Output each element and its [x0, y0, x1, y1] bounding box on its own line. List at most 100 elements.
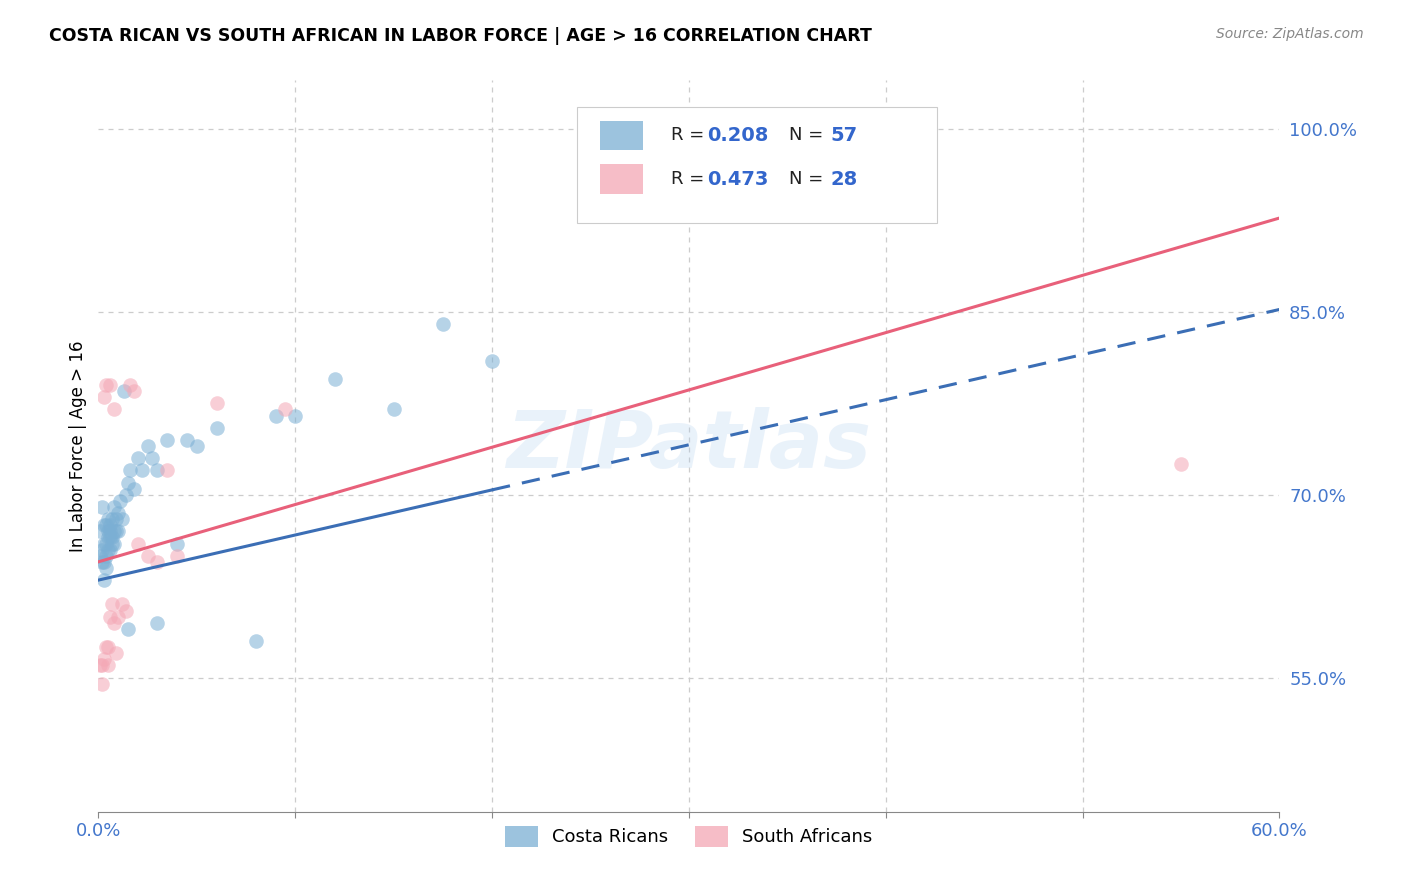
Point	[96, 378, 118, 392]
Point	[131, 463, 153, 477]
Point	[91, 555, 114, 569]
Point	[146, 615, 169, 630]
Point	[97, 530, 120, 544]
Point	[93, 573, 115, 587]
Point	[118, 378, 141, 392]
Point	[117, 622, 139, 636]
Point	[103, 524, 125, 539]
Text: COSTA RICAN VS SOUTH AFRICAN IN LABOR FORCE | AGE > 16 CORRELATION CHART: COSTA RICAN VS SOUTH AFRICAN IN LABOR FO…	[49, 27, 872, 45]
FancyBboxPatch shape	[600, 120, 643, 150]
Point	[117, 475, 139, 490]
Text: ZIPatlas: ZIPatlas	[506, 407, 872, 485]
Point	[91, 676, 114, 690]
Point	[101, 530, 124, 544]
Point	[127, 536, 149, 550]
Point	[96, 536, 118, 550]
Point	[481, 353, 503, 368]
Point	[96, 518, 118, 533]
Point	[122, 482, 145, 496]
Point	[103, 536, 125, 550]
Point	[98, 609, 121, 624]
Point	[118, 463, 141, 477]
Text: R =: R =	[671, 126, 710, 145]
Point	[136, 549, 159, 563]
Text: R =: R =	[671, 170, 710, 188]
Point	[122, 384, 145, 399]
Point	[98, 518, 121, 533]
Point	[111, 512, 134, 526]
Point	[96, 549, 118, 563]
Text: Source: ZipAtlas.com: Source: ZipAtlas.com	[1216, 27, 1364, 41]
Text: N =: N =	[789, 170, 830, 188]
Point	[89, 658, 111, 673]
Point	[91, 500, 114, 514]
Point	[205, 396, 228, 410]
Point	[91, 658, 114, 673]
Point	[89, 524, 111, 539]
Point	[97, 640, 120, 655]
Point	[93, 652, 115, 666]
Point	[1170, 458, 1192, 472]
Point	[98, 524, 121, 539]
Point	[432, 317, 454, 331]
Point	[105, 512, 128, 526]
Point	[166, 536, 188, 550]
Text: 0.208: 0.208	[707, 126, 768, 145]
Point	[96, 561, 118, 575]
Point	[127, 451, 149, 466]
Point	[101, 512, 124, 526]
Point	[176, 433, 198, 447]
Point	[91, 542, 114, 557]
Text: 0.473: 0.473	[707, 169, 768, 188]
Point	[98, 530, 121, 544]
Point	[146, 463, 169, 477]
Point	[97, 512, 120, 526]
Point	[156, 463, 179, 477]
Point	[115, 604, 138, 618]
Point	[156, 433, 179, 447]
Text: 28: 28	[831, 169, 858, 188]
Point	[103, 500, 125, 514]
Point	[112, 384, 135, 399]
Point	[284, 409, 307, 423]
Point	[108, 494, 131, 508]
Point	[89, 549, 111, 563]
Legend: Costa Ricans, South Africans: Costa Ricans, South Africans	[498, 819, 880, 854]
Point	[245, 634, 267, 648]
FancyBboxPatch shape	[576, 107, 936, 223]
Point	[98, 542, 121, 557]
Point	[205, 421, 228, 435]
Point	[103, 402, 125, 417]
Point	[146, 555, 169, 569]
Point	[105, 524, 128, 539]
Point	[115, 488, 138, 502]
Point	[101, 536, 124, 550]
Y-axis label: In Labor Force | Age > 16: In Labor Force | Age > 16	[69, 340, 87, 552]
Point	[97, 658, 120, 673]
Point	[107, 506, 129, 520]
Text: N =: N =	[789, 126, 830, 145]
Point	[97, 524, 120, 539]
Point	[105, 646, 128, 660]
Point	[264, 409, 287, 423]
Point	[136, 439, 159, 453]
Point	[186, 439, 208, 453]
Text: 57: 57	[831, 126, 858, 145]
Point	[93, 555, 115, 569]
Point	[97, 542, 120, 557]
Point	[93, 518, 115, 533]
Point	[382, 402, 405, 417]
Point	[96, 640, 118, 655]
Point	[111, 598, 134, 612]
Point	[141, 451, 163, 466]
FancyBboxPatch shape	[600, 164, 643, 194]
Point	[93, 390, 115, 404]
Point	[166, 549, 188, 563]
Point	[103, 615, 125, 630]
Point	[98, 378, 121, 392]
Point	[101, 598, 124, 612]
Point	[274, 402, 297, 417]
Point	[323, 372, 346, 386]
Point	[107, 524, 129, 539]
Point	[93, 536, 115, 550]
